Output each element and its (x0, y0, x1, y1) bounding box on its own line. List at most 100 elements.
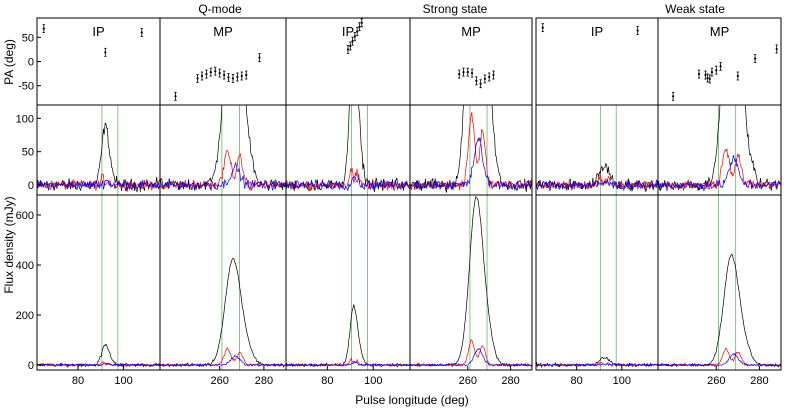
x-tick-label: 260 (459, 375, 477, 387)
bot-y-tick-label: 0 (28, 360, 34, 372)
pa-marker (697, 72, 701, 76)
pa-marker (227, 76, 230, 79)
y-axis-label-flux: Flux density (mJy) (2, 196, 16, 293)
circular-intensity-line (160, 162, 286, 192)
pa-point (351, 36, 354, 46)
circular-intensity-line (37, 362, 160, 367)
group-title-weak-state: Weak state (665, 2, 725, 16)
g2-ip-component-label: IP (591, 24, 603, 39)
pa-point (42, 24, 46, 34)
g0-mp-pa-points (174, 53, 261, 101)
circular-intensity-line (286, 175, 410, 191)
pa-point (174, 91, 177, 101)
pa-marker (356, 30, 359, 33)
circular-intensity-line (410, 348, 532, 367)
g2-ip-bot-plot (536, 195, 658, 370)
total-intensity-line (658, 105, 781, 192)
g1-mp-bot-plot (410, 195, 532, 370)
linear-intensity-line (658, 148, 781, 191)
pa-point (346, 45, 350, 54)
linear-intensity-line (160, 150, 286, 192)
x-tick-label: 80 (571, 375, 583, 387)
pa-marker (715, 69, 718, 72)
g1-mp-bot-frame (409, 194, 533, 371)
pa-point (462, 67, 465, 77)
x-tick-label: 80 (321, 375, 333, 387)
x-tick-label: 260 (707, 375, 725, 387)
mid-y-tick-label: 100 (16, 113, 34, 125)
pa-marker (672, 95, 675, 98)
pa-marker (258, 56, 261, 59)
circular-intensity-line (536, 362, 658, 368)
x-tick-label: 260 (211, 375, 229, 387)
g2-mp-bot-plot (658, 195, 781, 370)
g2-ip-pa-points (541, 23, 639, 35)
g2-mp-bot-frame (657, 194, 782, 371)
pa-marker (140, 31, 143, 34)
pa-point (349, 41, 352, 51)
pa-marker (470, 72, 474, 75)
g1-ip-component-label: IP (342, 24, 354, 39)
pa-marker (209, 71, 212, 74)
pa-point (636, 26, 639, 35)
pa-y-tick-label: -50 (18, 81, 34, 93)
pa-point (104, 47, 107, 57)
pa-point (209, 67, 213, 77)
y-axis-label-pa: PA (deg) (2, 39, 16, 85)
pa-y-tick-label: 50 (22, 32, 34, 44)
pa-marker (174, 95, 177, 98)
pa-marker (231, 77, 235, 80)
pa-point (704, 70, 707, 80)
pa-y-tick-label: 0 (28, 57, 34, 69)
pa-point (775, 44, 778, 54)
pa-marker (223, 73, 226, 77)
pa-point (710, 67, 714, 77)
pa-point (245, 70, 248, 80)
pa-marker (349, 44, 352, 48)
g0-mp-mid-plot (160, 105, 286, 195)
circular-intensity-line (37, 179, 160, 191)
pa-point (355, 27, 359, 36)
pa-marker (736, 74, 739, 78)
pa-marker (488, 75, 491, 79)
pa-marker (462, 71, 465, 74)
bot-y-tick-label: 600 (16, 210, 34, 222)
pa-marker (240, 74, 243, 78)
circular-intensity-line (160, 354, 286, 368)
linear-intensity-line (286, 357, 410, 367)
pa-point (140, 28, 143, 37)
pa-point (218, 68, 221, 78)
bot-y-tick-label: 400 (16, 260, 34, 272)
pa-point (475, 76, 478, 86)
pa-point (227, 73, 230, 82)
mid-y-tick-label: 50 (22, 147, 34, 159)
total-intensity-line (410, 105, 532, 194)
g2-ip-bot-frame (535, 194, 659, 371)
g1-ip-mid-plot (286, 105, 410, 195)
pa-point (466, 67, 469, 77)
x-tick-label: 80 (72, 375, 84, 387)
g0-mp-bot-plot (160, 195, 286, 370)
pa-marker (483, 77, 487, 80)
g0-ip-pa-points (42, 24, 143, 57)
pa-marker (358, 25, 361, 28)
circular-intensity-line (410, 137, 532, 192)
x-axis-label: Pulse longitude (deg) (355, 393, 468, 407)
g2-mp-mid-plot (658, 105, 781, 195)
total-intensity-line (286, 304, 410, 368)
pa-point (719, 61, 722, 71)
pa-point (236, 72, 239, 82)
g1-ip-pa-points (346, 18, 363, 54)
pa-marker (200, 74, 204, 78)
g1-mp-mid-plot (410, 105, 532, 195)
pa-point (200, 71, 204, 81)
pa-point (671, 91, 675, 101)
g0-ip-mid-plot (37, 105, 160, 195)
pa-marker (360, 21, 363, 24)
circular-intensity-line (658, 155, 781, 192)
x-tick-label: 100 (613, 375, 631, 387)
pa-point (541, 23, 544, 33)
g0-mp-bot-frame (159, 194, 287, 371)
x-tick-label: 100 (364, 375, 382, 387)
